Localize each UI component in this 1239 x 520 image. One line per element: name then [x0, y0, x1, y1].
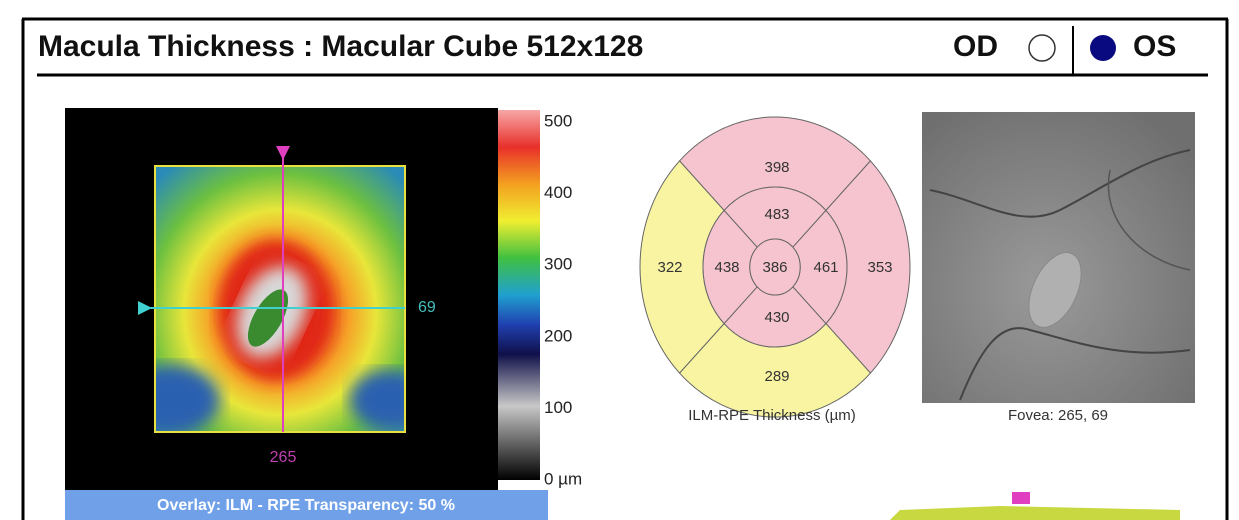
top-margin	[0, 0, 1239, 18]
colorbar	[498, 110, 540, 480]
sector-value: 353	[867, 259, 892, 276]
sector-value: 322	[657, 259, 682, 276]
sector-value: 430	[764, 309, 789, 326]
heatmap	[120, 166, 430, 435]
report-page: Macula Thickness : Macular Cube 512x128 …	[0, 0, 1239, 520]
preview-marker	[1012, 492, 1030, 504]
colorbar-label: 100	[544, 398, 572, 417]
eye-os-radio	[1090, 35, 1116, 61]
sector-value: 483	[764, 206, 789, 223]
sector-value: 461	[813, 259, 838, 276]
thickness-3d-preview	[890, 506, 1180, 520]
colorbar-label: 300	[544, 255, 572, 274]
colorbar-label: 0 µm	[544, 469, 582, 488]
eye-os-label: OS	[1133, 30, 1176, 63]
sector-value: 398	[764, 159, 789, 176]
vertical-marker-label: 265	[270, 449, 297, 466]
fundus-caption: Fovea: 265, 69	[1008, 407, 1108, 424]
sector-value: 438	[714, 259, 739, 276]
horizontal-marker-label: 69	[418, 299, 436, 316]
colorbar-label: 200	[544, 326, 572, 345]
eye-od-radio	[1029, 35, 1055, 61]
colorbar-label: 500	[544, 111, 572, 130]
overlay-caption: Overlay: ILM - RPE Transparency: 50 %	[157, 497, 455, 514]
sector-value: 386	[762, 259, 787, 276]
colorbar-labels: 500 400 300 200 100 0 µm	[544, 111, 582, 488]
colorbar-label: 400	[544, 183, 572, 202]
sector-value: 289	[764, 368, 789, 385]
report-title: Macula Thickness : Macular Cube 512x128	[38, 30, 643, 63]
eye-od-label: OD	[953, 30, 998, 63]
etdrs-caption: ILM-RPE Thickness (µm)	[688, 407, 856, 424]
